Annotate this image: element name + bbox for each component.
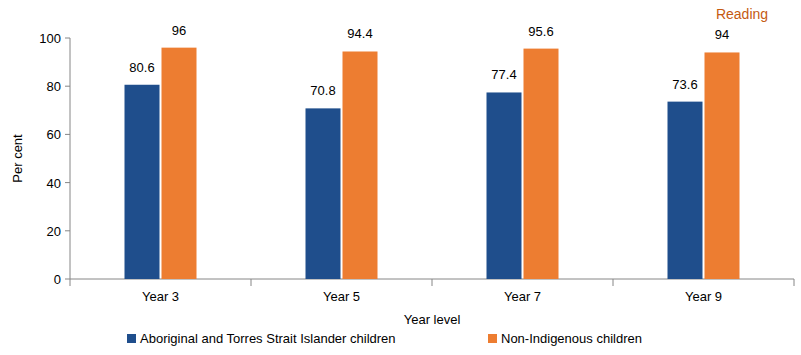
y-tick (65, 134, 70, 135)
x-tick (70, 279, 71, 286)
x-tick-label: Year 3 (142, 289, 179, 304)
x-axis-label: Year level (404, 312, 461, 327)
y-tick (65, 182, 70, 183)
data-label: 94.4 (347, 26, 372, 41)
data-label: 70.8 (310, 83, 335, 98)
data-label: 95.6 (528, 24, 553, 39)
y-tick-label: 80 (47, 79, 61, 94)
y-tick-label: 0 (54, 272, 61, 287)
x-tick-label: Year 5 (323, 289, 360, 304)
bar (306, 108, 341, 279)
legend-swatch (488, 334, 497, 343)
y-tick-label: 20 (47, 224, 61, 239)
x-tick (794, 279, 795, 286)
y-tick-label: 40 (47, 176, 61, 191)
data-label: 80.6 (129, 60, 154, 75)
legend-swatch (127, 334, 136, 343)
y-tick-label: 60 (47, 127, 61, 142)
y-axis-label: Per cent (10, 134, 25, 183)
y-tick (65, 230, 70, 231)
chart-svg: 0 20 40 60 80 100 Per cent Year 3 Year 5 Year 7 Ye… (0, 0, 801, 355)
legend-label: Non-Indigenous children (501, 331, 642, 346)
y-tick (65, 279, 70, 280)
x-tick (432, 279, 433, 286)
x-tick (251, 279, 252, 286)
chart-title: Reading (716, 6, 768, 22)
data-label: 73.6 (672, 77, 697, 92)
bar (524, 49, 559, 279)
x-tick (613, 279, 614, 286)
bar (487, 92, 522, 279)
data-label: 94 (715, 27, 729, 42)
bar (668, 102, 703, 279)
legend: Aboriginal and Torres Strait Islander ch… (127, 331, 642, 346)
legend-label: Aboriginal and Torres Strait Islander ch… (140, 331, 396, 346)
y-tick-label: 100 (39, 31, 61, 46)
chart-container: 0 20 40 60 80 100 Per cent Year 3 Year 5 Year 7 Ye… (0, 0, 801, 355)
data-labels: 80.6 70.8 77.4 73.6 96 94.4 95.6 94 (129, 23, 729, 99)
bar (162, 48, 197, 279)
y-tick (65, 86, 70, 87)
bar (125, 85, 160, 279)
x-tick-label: Year 7 (504, 289, 541, 304)
x-tick-label: Year 9 (685, 289, 722, 304)
bars (125, 48, 740, 279)
y-axis-line (70, 38, 71, 279)
data-label: 77.4 (491, 67, 516, 82)
bar (705, 52, 740, 279)
bar (343, 51, 378, 279)
y-tick (65, 38, 70, 39)
data-label: 96 (172, 23, 186, 38)
